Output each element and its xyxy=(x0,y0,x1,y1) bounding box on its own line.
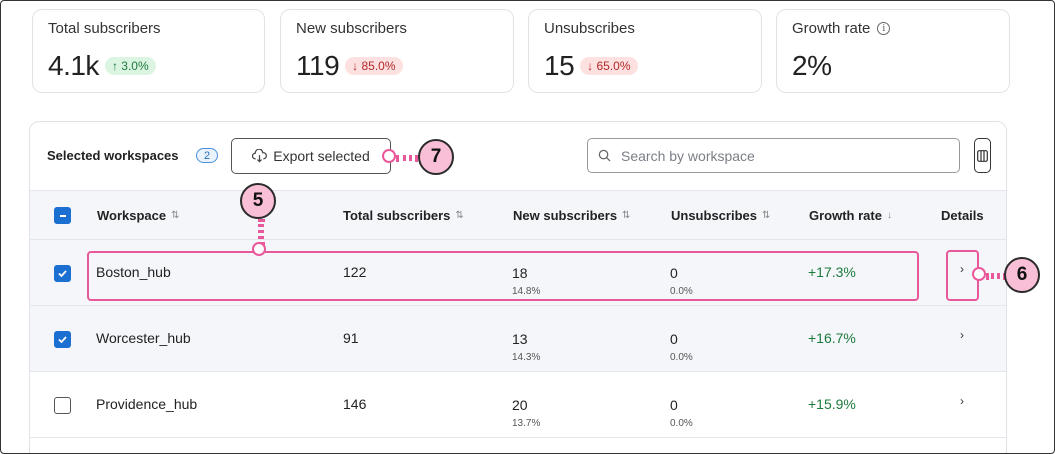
column-header-details: Details xyxy=(941,208,984,223)
stat-value: 15 xyxy=(544,50,575,81)
info-icon[interactable]: i xyxy=(877,22,891,35)
export-selected-button[interactable]: Export selected xyxy=(231,138,391,174)
new-subscribers-cell: 13 14.3% xyxy=(512,331,541,363)
callout-marker-5: 5 xyxy=(240,183,276,219)
table-row[interactable]: Boston_hub 122 18 14.8% 0 0.0% +17.3% › xyxy=(30,240,1006,306)
trend-badge-up: ↑ 3.0% xyxy=(104,57,156,75)
sort-icon: ⇅ xyxy=(171,210,180,221)
workspace-name: Providence_hub xyxy=(96,396,198,412)
row-checkbox[interactable] xyxy=(54,265,71,282)
growth-rate-value: +15.9% xyxy=(808,396,856,412)
workspace-name: Boston_hub xyxy=(96,264,171,280)
indeterminate-icon xyxy=(59,214,66,217)
stat-card-new-subscribers: New subscribers 119 ↓ 85.0% xyxy=(280,9,514,93)
sort-icon: ⇅ xyxy=(455,210,464,221)
stat-value: 119 xyxy=(296,50,340,81)
selected-count-badge: 2 xyxy=(196,148,218,163)
search-input[interactable] xyxy=(621,147,941,164)
stat-value: 4.1k xyxy=(48,50,99,81)
cloud-download-icon xyxy=(252,149,268,163)
callout-connector xyxy=(396,155,418,161)
chevron-right-icon[interactable]: › xyxy=(960,262,964,276)
table-row[interactable]: Worcester_hub 91 13 14.3% 0 0.0% +16.7% › xyxy=(30,306,1006,372)
columns-icon xyxy=(977,149,988,162)
check-icon xyxy=(58,270,67,278)
selected-workspaces-label: Selected workspaces xyxy=(47,148,179,163)
row-checkbox[interactable] xyxy=(54,331,71,348)
stat-card-growth-rate: Growth rate i 2% xyxy=(776,9,1010,93)
sort-icon: ⇅ xyxy=(622,210,631,221)
callout-anchor-dot xyxy=(382,149,396,163)
table-header: Workspace ⇅ Total subscribers ⇅ New subscr… xyxy=(30,190,1006,240)
stat-card-total-subscribers: Total subscribers 4.1k ↑ 3.0% xyxy=(32,9,265,93)
trend-badge-down: ↓ 65.0% xyxy=(580,57,638,75)
total-subscribers-value: 122 xyxy=(343,264,367,280)
unsubscribes-cell: 0 0.0% xyxy=(670,265,693,297)
column-header-growth-rate[interactable]: Growth rate ↓ xyxy=(809,208,892,223)
column-header-total-subscribers[interactable]: Total subscribers ⇅ xyxy=(343,208,464,223)
search-box[interactable] xyxy=(587,138,960,173)
new-subscribers-cell: 18 14.8% xyxy=(512,265,541,297)
export-selected-label: Export selected xyxy=(273,148,370,164)
stat-label: Unsubscribes xyxy=(544,20,635,37)
stat-value: 2% xyxy=(792,50,832,81)
trend-badge-down: ↓ 85.0% xyxy=(345,57,403,75)
sort-desc-icon: ↓ xyxy=(886,210,892,221)
stat-card-unsubscribes: Unsubscribes 15 ↓ 65.0% xyxy=(528,9,762,93)
callout-anchor-dot xyxy=(972,267,986,281)
new-subscribers-cell: 20 13.7% xyxy=(512,397,541,429)
callout-anchor-dot xyxy=(252,242,266,256)
chevron-right-icon[interactable]: › xyxy=(960,394,964,408)
growth-rate-value: +16.7% xyxy=(808,330,856,346)
callout-marker-6: 6 xyxy=(1004,257,1040,293)
column-header-workspace[interactable]: Workspace ⇅ xyxy=(97,208,180,223)
sort-icon: ⇅ xyxy=(761,210,771,221)
select-all-checkbox[interactable] xyxy=(54,207,71,224)
workspaces-table-panel: Selected workspaces 2 Export selected xyxy=(29,121,1007,453)
stat-label: Growth rate xyxy=(792,20,871,37)
stat-label: New subscribers xyxy=(296,20,407,37)
column-header-unsubscribes[interactable]: Unsubscribes ⇅ xyxy=(671,208,771,223)
stat-label: Total subscribers xyxy=(48,20,161,37)
unsubscribes-cell: 0 0.0% xyxy=(670,397,693,429)
check-icon xyxy=(58,336,67,344)
callout-connector xyxy=(986,273,1006,279)
chevron-right-icon[interactable]: › xyxy=(960,328,964,342)
table-toolbar: Selected workspaces 2 Export selected xyxy=(30,122,1006,190)
total-subscribers-value: 146 xyxy=(343,396,367,412)
callout-marker-7: 7 xyxy=(418,139,454,175)
search-icon xyxy=(598,149,611,162)
unsubscribes-cell: 0 0.0% xyxy=(670,331,693,363)
growth-rate-value: +17.3% xyxy=(808,264,856,280)
column-header-new-subscribers[interactable]: New subscribers ⇅ xyxy=(513,208,631,223)
columns-toggle-button[interactable] xyxy=(974,138,991,173)
table-row[interactable]: Providence_hub 146 20 13.7% 0 0.0% +15.9% … xyxy=(30,372,1006,438)
workspace-name: Worcester_hub xyxy=(96,330,191,346)
row-checkbox[interactable] xyxy=(54,397,71,414)
total-subscribers-value: 91 xyxy=(343,330,359,346)
